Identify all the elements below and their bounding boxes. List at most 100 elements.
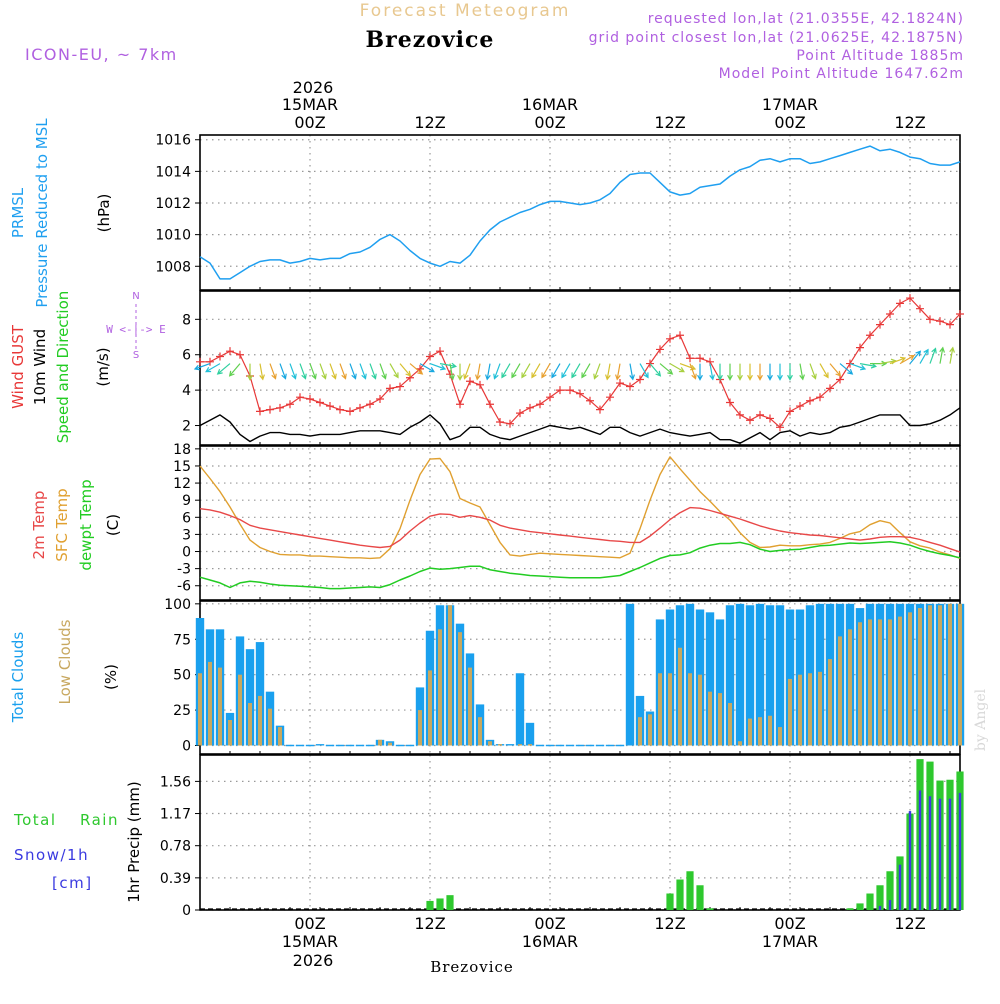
total-clouds-label: Total Clouds (9, 632, 27, 724)
snow-bar (878, 905, 882, 910)
wind-direction-arrow (839, 363, 854, 375)
low-clouds-bar (528, 744, 532, 746)
temp-dew-label: dewpt Temp (77, 479, 95, 570)
wind-direction-arrow (747, 363, 753, 381)
pressure-unit: (hPa) (95, 194, 113, 233)
wind-direction-arrow (299, 363, 307, 380)
low-clouds-bar (238, 674, 242, 746)
rain-bar (426, 900, 434, 910)
wind-direction-arrow (449, 363, 455, 381)
pressure-panel: 1008 1010 1012 1014 1016 (155, 133, 961, 291)
wind-gust-marker (926, 315, 934, 324)
rain-bar (856, 903, 864, 910)
wind-direction-arrow (279, 363, 287, 380)
snow-bar (898, 864, 902, 910)
clouds-ytick-label: 25 (173, 703, 191, 719)
wind-gust-marker (656, 345, 664, 354)
low-clouds-bar (638, 717, 642, 746)
low-clouds-bar (798, 674, 802, 746)
wind-direction-arrow (463, 363, 471, 380)
pressure-ytick-label: 1014 (155, 164, 191, 180)
temp-unit: (C) (104, 514, 122, 536)
low-clouds-bar (898, 616, 902, 746)
low-clouds-bar (418, 710, 422, 746)
total-clouds-bar (505, 744, 515, 746)
precip-labels: Total Rain Snow/1h [cm] 1hr Precip (mm) (13, 781, 143, 902)
low-clouds-bar (248, 703, 252, 746)
temp-2m-label: 2m Temp (30, 491, 48, 560)
precip-ytick-label: 0.39 (160, 871, 191, 887)
low-clouds-bar (808, 673, 812, 746)
wind-direction-arrow (419, 363, 435, 373)
snow-bar (888, 900, 892, 910)
wind-direction-arrow (757, 363, 763, 381)
bottom-date-label: 17MAR (762, 932, 818, 951)
low-clouds-bar (648, 714, 652, 746)
total-clouds-bar (515, 673, 525, 746)
wind-direction-arrow (929, 347, 937, 364)
low-clouds-bar (838, 636, 842, 746)
wind-direction-arrow (639, 363, 649, 379)
rain-bar (446, 895, 454, 910)
wind-direction-arrow (493, 363, 501, 380)
precip-rain-label: Rain (80, 811, 119, 829)
clouds-ytick-label: 50 (173, 668, 191, 684)
wind-direction-arrow (269, 363, 277, 380)
low-clouds-bar (948, 603, 952, 746)
total-clouds-bar (705, 612, 715, 746)
wind-direction-arrow (531, 363, 541, 379)
wind-gust-marker (796, 402, 804, 411)
low-clouds-bar (858, 622, 862, 746)
low-clouds-bar (438, 629, 442, 746)
bottom-time-label: 00Z (534, 914, 565, 933)
low-clouds-bar (708, 691, 712, 746)
wind-gust-marker (586, 396, 594, 405)
wind-gust-marker (946, 320, 954, 329)
wind-direction-arrow (909, 350, 922, 364)
model-altitude: Model Point Altitude 1647.62m (719, 66, 964, 82)
clouds-ytick-label: 0 (182, 739, 191, 755)
wind-gust-marker (356, 403, 364, 412)
wind-gust-marker (426, 352, 434, 361)
clouds-unit: (%) (102, 664, 120, 690)
wind-gust-marker (956, 310, 964, 319)
wind-direction-arrow (457, 363, 463, 381)
wind-gust-marker (866, 331, 874, 340)
low-clouds-bar (748, 718, 752, 746)
wind-gust-marker (726, 398, 734, 407)
footer-station: Brezovice (430, 958, 514, 976)
wind-gust-marker (896, 299, 904, 308)
wind-direction-arrow (727, 363, 733, 381)
pressure-ytick-label: 1010 (155, 228, 191, 244)
wind-gust-marker (496, 417, 504, 426)
rain-bar (846, 908, 854, 910)
pressure-ytick-label: 1016 (155, 133, 191, 149)
wind-direction-arrow (339, 363, 347, 380)
low-clouds-bar (938, 605, 942, 746)
low-clouds-bar (848, 629, 852, 746)
wind-gust-marker (396, 382, 404, 391)
wind-gust-marker (776, 423, 784, 432)
wind-gust-marker (376, 394, 384, 403)
wind-gust-marker (876, 320, 884, 329)
total-clouds-bar (255, 642, 265, 746)
wind-ytick-label: 8 (182, 312, 191, 328)
point-altitude: Point Altitude 1885m (796, 48, 964, 64)
wind-direction-arrow (593, 363, 601, 380)
wind-direction-arrow (889, 356, 907, 365)
temp-2m-line (199, 506, 961, 553)
wind-gust-marker (526, 403, 534, 412)
wind-gust-marker (446, 370, 454, 379)
wind-unit: (m/s) (94, 347, 112, 386)
wind-direction-arrow (379, 363, 387, 380)
wind-direction-arrow (389, 363, 399, 379)
wind-gust-marker (836, 375, 844, 384)
wind-direction-arrow (819, 363, 829, 379)
top-time-label: 00Z (294, 113, 325, 132)
wind-gust-marker (636, 375, 644, 384)
low-clouds-bar (868, 619, 872, 746)
temperature-ytick-label: 3 (182, 527, 191, 543)
temperature-ytick-label: 9 (182, 493, 191, 509)
